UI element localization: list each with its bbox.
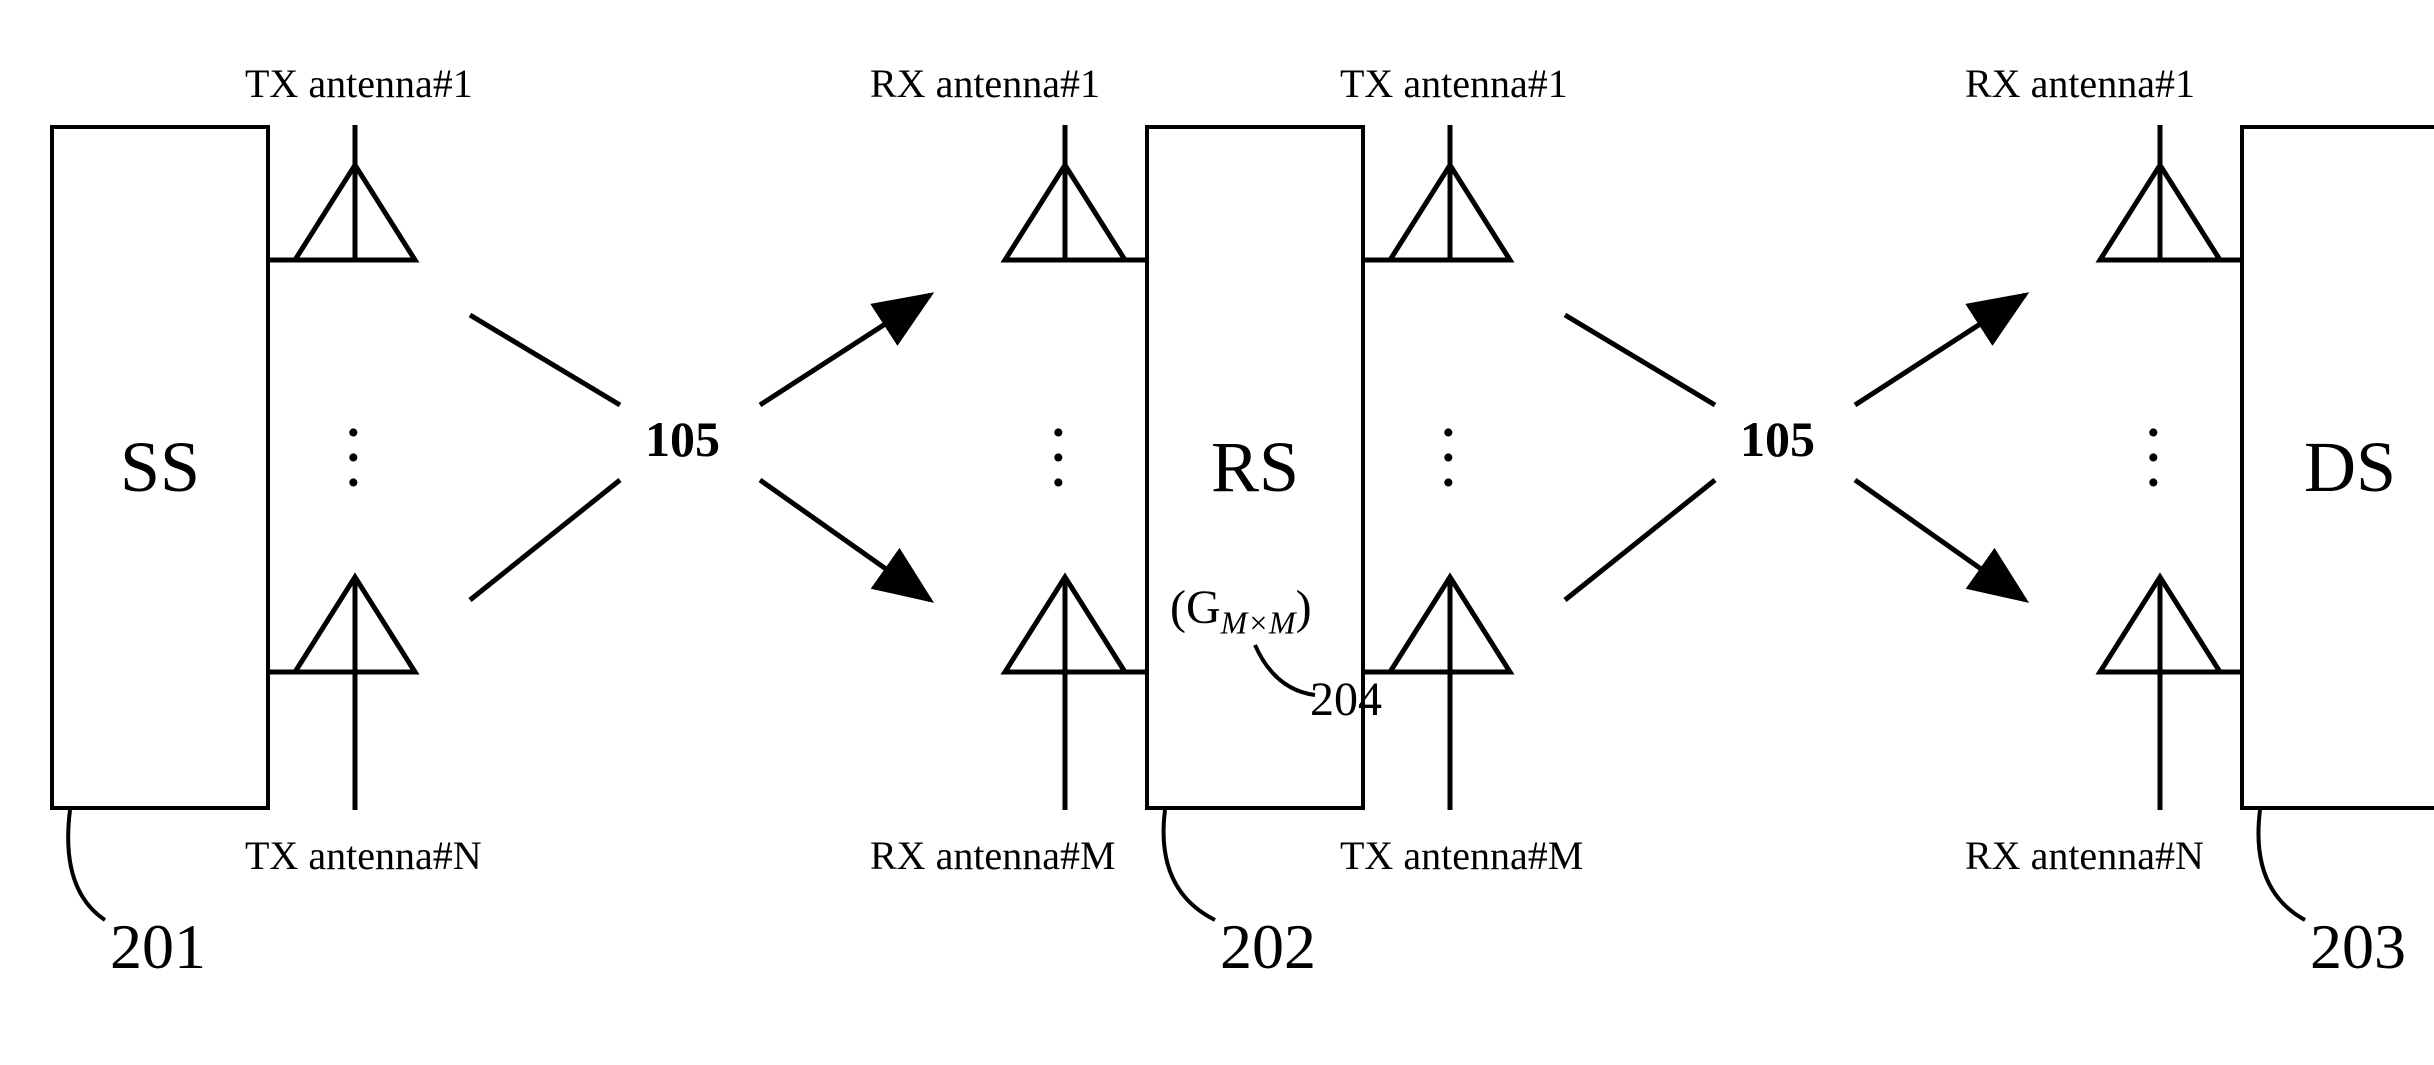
matrix-ref: 204 <box>1310 672 1382 727</box>
rs-tx-top-antenna <box>1365 125 1510 260</box>
rs-ref: 202 <box>1220 910 1316 984</box>
matrix-sub: M×M <box>1221 605 1296 641</box>
rs-tx-dots: ··· <box>1440 420 1459 495</box>
ds-block: DS <box>2240 125 2434 810</box>
ss-tx-top-antenna <box>270 125 415 260</box>
rs-rx-dots: ··· <box>1050 420 1069 495</box>
matrix-paren: (G <box>1170 581 1221 634</box>
ss-label: SS <box>120 426 200 509</box>
rs-tx-bot-antenna <box>1365 577 1510 810</box>
ss-tx-top-label: TX antenna#1 <box>245 60 473 107</box>
link-left-label: 105 <box>645 410 720 468</box>
rs-rx-top-label: RX antenna#1 <box>870 60 1100 107</box>
rs-label: RS <box>1211 426 1299 509</box>
ds-rx-top-antenna <box>2100 125 2240 260</box>
rs-rx-top-antenna <box>1005 125 1145 260</box>
link-right-label: 105 <box>1740 410 1815 468</box>
ss-block: SS <box>50 125 270 810</box>
ss-ref: 201 <box>110 910 206 984</box>
mimo-relay-diagram: SS RS DS TX antenna#1 TX antenna#N RX an… <box>40 40 2434 1025</box>
ds-label: DS <box>2304 426 2396 509</box>
rs-tx-bot-label: TX antenna#M <box>1340 832 1583 879</box>
rs-rx-bot-label: RX antenna#M <box>870 832 1116 879</box>
ds-ref: 203 <box>2310 910 2406 984</box>
ds-rx-dots: ··· <box>2145 420 2164 495</box>
ds-rx-bot-label: RX antenna#N <box>1965 832 2204 879</box>
ss-tx-bot-label: TX antenna#N <box>245 832 482 879</box>
rs-rx-bot-antenna <box>1005 577 1145 810</box>
rs-tx-top-label: TX antenna#1 <box>1340 60 1568 107</box>
rs-matrix-label: (GM×M) <box>1170 580 1312 642</box>
ss-tx-bot-antenna <box>270 577 415 810</box>
matrix-close: ) <box>1296 581 1312 634</box>
ds-rx-top-label: RX antenna#1 <box>1965 60 2195 107</box>
ss-tx-dots: ··· <box>345 420 364 495</box>
ds-rx-bot-antenna <box>2100 577 2240 810</box>
